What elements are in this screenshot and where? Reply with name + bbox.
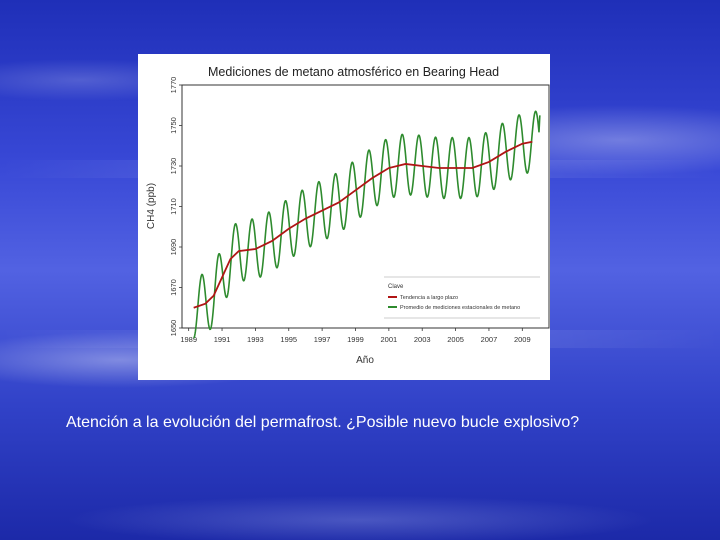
chart-title: Mediciones de metano atmosférico en Bear… [208, 65, 499, 79]
legend-label-trend: Tendencia a largo plazo [400, 295, 458, 301]
legend-title: Clave [388, 284, 404, 290]
legend-label-seasonal: Promedio de mediciones estacionales de m… [400, 305, 520, 311]
y-axis: 1650 1670 1690 1710 1730 1750 1770 [169, 77, 182, 337]
series-line-seasonal [193, 110, 541, 339]
y-tick-label: 1670 [169, 279, 178, 296]
slide-caption: Atención a la evolución del permafrost. … [66, 414, 580, 431]
x-tick-label: 1989 [180, 335, 197, 344]
y-tick-label: 1730 [169, 158, 178, 175]
y-tick-label: 1750 [169, 117, 178, 134]
plot-frame [181, 84, 550, 329]
x-axis-label: Año [356, 355, 374, 366]
x-tick-label: 2009 [514, 335, 531, 344]
x-tick-label: 2003 [414, 335, 431, 344]
y-tick-label: 1690 [169, 239, 178, 256]
x-tick-label: 1997 [314, 335, 331, 344]
x-tick-label: 1991 [214, 335, 231, 344]
series-line-trend [193, 140, 533, 309]
chart-figure: Mediciones de metano atmosférico en Bear… [138, 54, 550, 380]
y-axis-label: CH4 (ppb) [146, 183, 157, 229]
x-tick-label: 1999 [347, 335, 364, 344]
x-tick-label: 1993 [247, 335, 264, 344]
y-tick-label: 1770 [169, 77, 178, 94]
x-tick-label: 2007 [481, 335, 498, 344]
x-tick-label: 2005 [447, 335, 464, 344]
x-tick-label: 1995 [280, 335, 297, 344]
x-tick-label: 2001 [381, 335, 398, 344]
series-layer [193, 110, 541, 339]
chart-canvas: Mediciones de metano atmosférico en Bear… [146, 65, 550, 366]
y-tick-label: 1710 [169, 198, 178, 215]
legend: Clave Tendencia a largo plazo Promedio d… [384, 276, 540, 319]
y-tick-label: 1650 [169, 320, 178, 337]
x-axis: 1989 1991 1993 1995 1997 1999 2001 2003 2005 2007… [180, 328, 531, 344]
